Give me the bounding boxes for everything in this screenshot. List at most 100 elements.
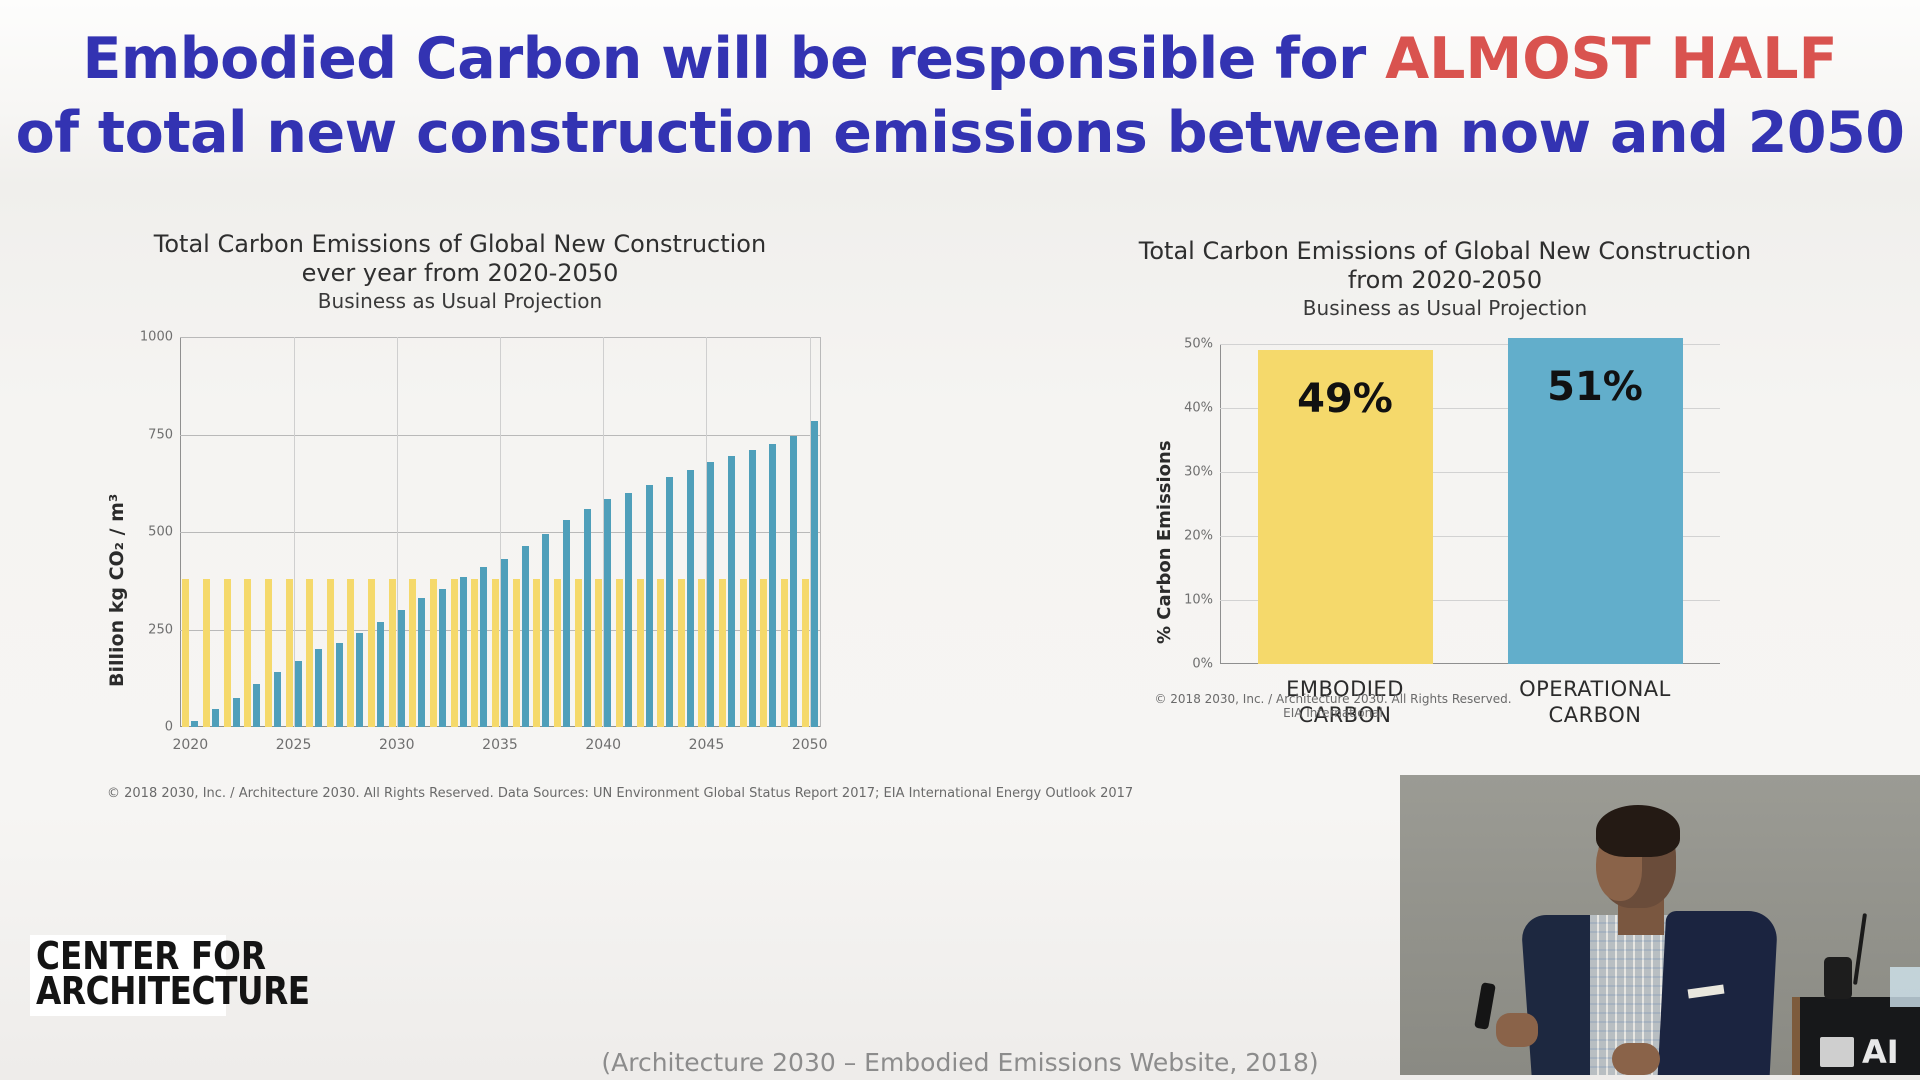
right-chart-title: Total Carbon Emissions of Global New Con… <box>1138 237 1752 265</box>
title-main-text: Embodied Carbon will be responsible for <box>82 26 1386 92</box>
bar-operational-carbon <box>562 520 570 727</box>
bar-operational-carbon <box>748 450 756 727</box>
bar-operational-carbon <box>501 559 508 727</box>
bar-embodied-carbon <box>409 578 417 727</box>
bar-embodied-carbon <box>306 578 314 727</box>
bar-embodied-carbon <box>636 578 644 727</box>
x-tick-label: 2025 <box>275 737 312 753</box>
center-for-architecture-logo: CENTER FOR ARCHITECTURE <box>30 935 310 1016</box>
left-y-axis-title: Billion kg CO₂ / m³ <box>106 493 128 687</box>
podium <box>1800 997 1920 1075</box>
vertical-gridline <box>809 337 811 727</box>
bar-value-label: 49% <box>1297 376 1393 423</box>
bar-embodied-carbon <box>430 578 438 727</box>
bar-operational-carbon <box>377 621 385 727</box>
bar-operational-carbon <box>191 721 199 727</box>
microphone-base <box>1824 957 1852 999</box>
bar-operational-carbon <box>294 660 302 727</box>
page-title-line-2: of total new construction emissions betw… <box>15 100 1905 166</box>
bar-embodied-carbon: 49% <box>1257 350 1433 664</box>
x-tick-label: 2050 <box>791 737 828 753</box>
right-chart-copyright: © 2018 2030, Inc. / Architecture 2030. A… <box>1154 692 1512 720</box>
y-tick-label: 500 <box>148 524 173 540</box>
category-label: EMBODIED CARBON <box>1286 677 1404 727</box>
bar-operational-carbon <box>666 477 674 727</box>
bar-value-label: 51% <box>1547 363 1643 410</box>
bar-operational-carbon <box>356 633 364 727</box>
right-chart-x-axis-line <box>1220 663 1720 664</box>
bar-embodied-carbon <box>244 578 252 727</box>
bar-operational-carbon <box>439 588 447 727</box>
vertical-gridline <box>396 337 398 727</box>
bar-embodied-carbon <box>347 578 355 727</box>
y-tick-label: 30% <box>1184 464 1213 480</box>
bar-embodied-carbon <box>595 578 603 727</box>
bar-embodied-carbon <box>492 578 499 727</box>
podium-logo-mark <box>1820 1037 1854 1067</box>
right-chart-plot-area: % Carbon Emissions 0% 10% 20% 30% 40% 50% 49%… <box>1154 337 1720 727</box>
bar-operational-carbon <box>542 533 550 727</box>
plot-top-border <box>1220 344 1720 345</box>
bar-embodied-carbon <box>533 578 541 727</box>
podium-logo-text: AI <box>1862 1033 1899 1071</box>
bar-operational-carbon <box>253 684 261 727</box>
source-caption: (Architecture 2030 – Embodied Emissions … <box>601 1048 1319 1077</box>
background-screen-glow <box>1890 967 1920 1007</box>
slide-title-band: Embodied Carbon will be responsible for … <box>0 0 1920 185</box>
bar-operational-carbon <box>810 420 818 727</box>
bar-embodied-carbon <box>450 578 458 727</box>
x-tick-label: 2035 <box>482 737 518 753</box>
x-tick-label: 2040 <box>585 737 622 753</box>
bar-operational-carbon <box>769 444 777 727</box>
right-chart-bars: 49% 51% <box>1220 337 1720 664</box>
bar-operational-carbon <box>707 461 715 727</box>
gridline <box>1220 408 1720 409</box>
y-tick-label: 750 <box>148 427 173 442</box>
bar-operational-carbon <box>604 498 612 727</box>
y-tick-label: 20% <box>1184 528 1213 544</box>
bar-embodied-carbon <box>471 578 479 727</box>
speaker-hair <box>1596 805 1680 857</box>
left-chart-header: Total Carbon Emissions of Global New Con… <box>75 230 845 315</box>
bar-operational-carbon <box>335 643 343 727</box>
left-chart-plot-area: Billion kg CO₂ / m³ 0 250 500 750 1000 2020 2… <box>106 330 827 754</box>
bar-embodied-carbon <box>512 578 520 727</box>
right-bar-chart: Total Carbon Emissions of Global New Con… <box>1095 237 1795 847</box>
bar-embodied-carbon <box>326 578 334 727</box>
bar-embodied-carbon <box>223 578 231 727</box>
slide-body: Total Carbon Emissions of Global New Con… <box>0 185 1920 1080</box>
left-chart-subtitle-2: Business as Usual Projection <box>317 289 603 313</box>
bar-operational-carbon <box>583 508 591 727</box>
bar-operational-carbon <box>521 545 529 727</box>
speaker-hand-right <box>1612 1043 1660 1075</box>
speaker-hand-left <box>1496 1013 1538 1047</box>
right-chart-header: Total Carbon Emissions of Global New Con… <box>1095 237 1795 322</box>
y-tick-label: 40% <box>1184 400 1213 416</box>
title-highlight-text: ALMOST HALF <box>1385 26 1838 92</box>
bar-operational-carbon <box>624 493 632 727</box>
y-tick-label: 10% <box>1184 592 1213 608</box>
gridline <box>1220 536 1720 537</box>
right-chart-y-axis-line <box>1220 344 1221 664</box>
bar-embodied-carbon <box>368 578 376 727</box>
bar-operational-carbon <box>645 485 653 727</box>
bar-operational-carbon <box>728 455 736 727</box>
bar-operational-carbon <box>273 672 281 727</box>
bar-embodied-carbon <box>553 578 561 727</box>
vertical-gridline <box>706 337 708 727</box>
bar-operational-carbon <box>211 709 219 727</box>
x-tick-label: 2030 <box>378 737 415 753</box>
vertical-gridline <box>500 337 501 727</box>
speaker-video-overlay[interactable]: AI <box>1400 775 1920 1075</box>
left-chart-title: Total Carbon Emissions of Global New Con… <box>153 230 767 258</box>
bar-embodied-carbon <box>202 578 210 727</box>
bar-operational-carbon <box>459 576 467 727</box>
left-chart-bars <box>180 337 820 727</box>
right-chart-subtitle-2: Business as Usual Projection <box>1302 296 1588 320</box>
bar-embodied-carbon <box>781 578 789 727</box>
bar-embodied-carbon <box>388 578 396 727</box>
page-title-line-1: Embodied Carbon will be responsible for … <box>0 22 1920 96</box>
bar-embodied-carbon <box>801 578 809 727</box>
y-tick-label: 1000 <box>139 329 173 345</box>
